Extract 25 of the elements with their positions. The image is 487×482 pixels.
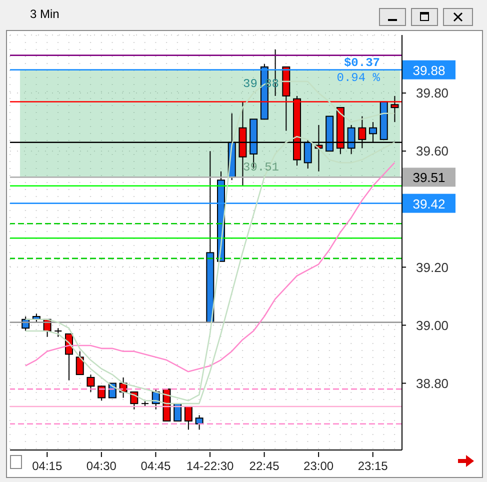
x-tick-label: 04:45 [140,459,172,473]
line-series [24,162,396,372]
ref-line-label: 39.42 [412,196,446,212]
candlestick [76,350,84,376]
x-tick-label: 04:30 [86,459,117,473]
ref-line-label: 39.51 [412,170,446,186]
y-tick-label: 39.00 [416,318,449,333]
annotation: 39.51 [243,160,280,174]
candlestick [98,386,106,402]
x-tick-label: 22:45 [249,459,280,473]
y-tick-label: 39.80 [416,86,449,101]
x-tick-label: 23:00 [304,459,334,473]
annotation: $0.37 [344,56,380,70]
ref-line-label: 39.88 [412,62,446,78]
y-tick-label: 39.20 [416,260,449,275]
candlestick [390,95,399,123]
x-tick-label: 23:15 [358,459,388,473]
annotation: 0.94 % [336,71,381,85]
x-tick-label: 04:15 [32,459,62,473]
candlestick [86,374,95,392]
y-tick-label: 38.80 [416,376,449,391]
y-tick-label: 39.60 [416,144,449,159]
x-tick-label: 14-22:30 [186,459,234,473]
candlestick [184,406,192,430]
chart-title: 3 Min [30,7,60,21]
